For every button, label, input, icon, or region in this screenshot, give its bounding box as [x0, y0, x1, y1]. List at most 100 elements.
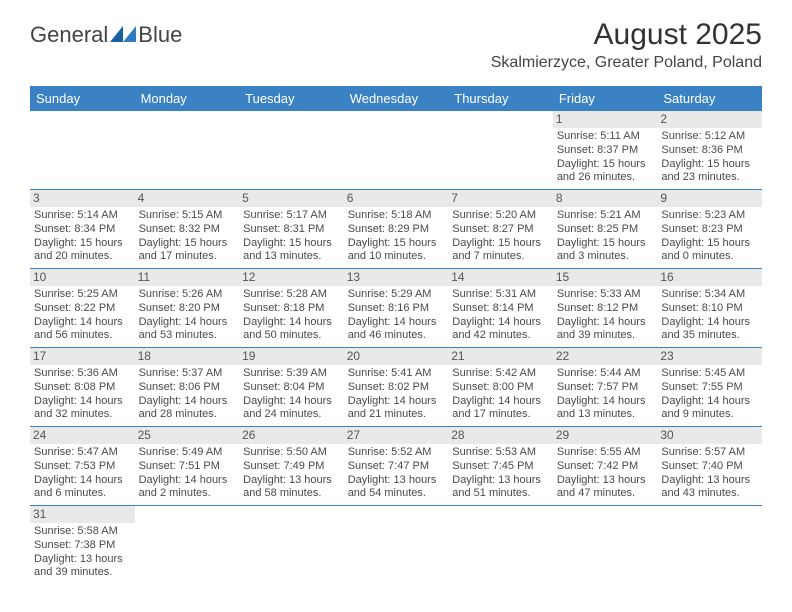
- day-info-line: Daylight: 13 hours: [34, 553, 131, 567]
- day-info-line: Sunrise: 5:17 AM: [243, 209, 340, 223]
- calendar-day-cell: 3Sunrise: 5:14 AMSunset: 8:34 PMDaylight…: [30, 190, 135, 269]
- day-info-line: Sunrise: 5:39 AM: [243, 367, 340, 381]
- day-info-line: Sunset: 8:32 PM: [139, 223, 236, 237]
- day-info-line: Sunrise: 5:41 AM: [348, 367, 445, 381]
- day-number: 10: [30, 269, 135, 286]
- day-info-line: and 51 minutes.: [452, 487, 549, 501]
- day-content: Sunrise: 5:20 AMSunset: 8:27 PMDaylight:…: [452, 209, 549, 264]
- day-info-line: Sunset: 8:22 PM: [34, 302, 131, 316]
- calendar-week-row: 10Sunrise: 5:25 AMSunset: 8:22 PMDayligh…: [30, 269, 762, 348]
- day-info-line: and 50 minutes.: [243, 329, 340, 343]
- weekday-header-row: SundayMondayTuesdayWednesdayThursdayFrid…: [30, 86, 762, 111]
- calendar-day-cell: 19 Sunrise: 5:39 AMSunset: 8:04 PMDayligh…: [239, 348, 344, 427]
- day-info-line: and 6 minutes.: [34, 487, 131, 501]
- day-number: 30: [657, 427, 762, 444]
- day-info-line: and 17 minutes.: [452, 408, 549, 422]
- day-info-line: Sunset: 8:29 PM: [348, 223, 445, 237]
- calendar-day-cell: 24Sunrise: 5:47 AMSunset: 7:53 PMDayligh…: [30, 427, 135, 506]
- day-info-line: Daylight: 14 hours: [557, 316, 654, 330]
- day-info-line: Sunset: 7:42 PM: [557, 460, 654, 474]
- day-info-line: Sunrise: 5:28 AM: [243, 288, 340, 302]
- day-number: 19: [239, 348, 344, 365]
- day-content: Sunrise: 5:42 AMSunset: 8:00 PMDaylight:…: [452, 367, 549, 422]
- day-info-line: Daylight: 15 hours: [557, 237, 654, 251]
- day-content: Sunrise: 5:14 AMSunset: 8:34 PMDaylight:…: [34, 209, 131, 264]
- day-info-line: and 17 minutes.: [139, 250, 236, 264]
- day-info-line: Daylight: 14 hours: [34, 395, 131, 409]
- day-info-line: Sunset: 8:36 PM: [661, 144, 758, 158]
- day-info-line: Sunrise: 5:20 AM: [452, 209, 549, 223]
- calendar-empty-cell: [657, 506, 762, 585]
- day-info-line: Sunrise: 5:49 AM: [139, 446, 236, 460]
- day-info-line: Sunset: 8:31 PM: [243, 223, 340, 237]
- day-content: Sunrise: 5:44 AMSunset: 7:57 PMDaylight:…: [557, 367, 654, 422]
- day-info-line: Sunset: 8:06 PM: [139, 381, 236, 395]
- day-number: 12: [239, 269, 344, 286]
- day-content: Sunrise: 5:29 AMSunset: 8:16 PMDaylight:…: [348, 288, 445, 343]
- day-content: Sunrise: 5:34 AMSunset: 8:10 PMDaylight:…: [661, 288, 758, 343]
- day-info-line: and 13 minutes.: [557, 408, 654, 422]
- day-number: 24: [30, 427, 135, 444]
- day-info-line: Sunset: 7:38 PM: [34, 539, 131, 553]
- day-info-line: Sunset: 8:27 PM: [452, 223, 549, 237]
- day-info-line: Sunset: 7:55 PM: [661, 381, 758, 395]
- day-info-line: Daylight: 14 hours: [34, 474, 131, 488]
- day-info-line: Daylight: 14 hours: [243, 395, 340, 409]
- day-info-line: Sunrise: 5:47 AM: [34, 446, 131, 460]
- day-info-line: Daylight: 14 hours: [139, 474, 236, 488]
- calendar-day-cell: 16Sunrise: 5:34 AMSunset: 8:10 PMDayligh…: [657, 269, 762, 348]
- day-info-line: Sunrise: 5:57 AM: [661, 446, 758, 460]
- logo: General Blue: [30, 22, 182, 48]
- calendar-day-cell: 10Sunrise: 5:25 AMSunset: 8:22 PMDayligh…: [30, 269, 135, 348]
- day-info-line: Sunset: 8:16 PM: [348, 302, 445, 316]
- day-info-line: and 39 minutes.: [34, 566, 131, 580]
- day-info-line: Sunset: 8:00 PM: [452, 381, 549, 395]
- calendar-empty-cell: [30, 111, 135, 190]
- day-info-line: and 2 minutes.: [139, 487, 236, 501]
- calendar-week-row: 17Sunrise: 5:36 AMSunset: 8:08 PMDayligh…: [30, 348, 762, 427]
- day-number: 21: [448, 348, 553, 365]
- day-info-line: and 0 minutes.: [661, 250, 758, 264]
- calendar-empty-cell: [344, 506, 449, 585]
- day-number: 4: [135, 190, 240, 207]
- day-content: Sunrise: 5:55 AMSunset: 7:42 PMDaylight:…: [557, 446, 654, 501]
- day-info-line: Daylight: 13 hours: [348, 474, 445, 488]
- calendar-day-cell: 29Sunrise: 5:55 AMSunset: 7:42 PMDayligh…: [553, 427, 658, 506]
- weekday-header: Saturday: [657, 86, 762, 111]
- day-content: Sunrise: 5:12 AMSunset: 8:36 PMDaylight:…: [661, 130, 758, 185]
- day-info-line: Sunset: 8:12 PM: [557, 302, 654, 316]
- calendar-table: SundayMondayTuesdayWednesdayThursdayFrid…: [30, 86, 762, 584]
- calendar-day-cell: 14Sunrise: 5:31 AMSunset: 8:14 PMDayligh…: [448, 269, 553, 348]
- day-info-line: Daylight: 15 hours: [348, 237, 445, 251]
- day-info-line: Sunrise: 5:21 AM: [557, 209, 654, 223]
- day-content: Sunrise: 5:39 AMSunset: 8:04 PMDaylight:…: [243, 367, 340, 422]
- day-number: 15: [553, 269, 658, 286]
- day-info-line: Sunset: 7:45 PM: [452, 460, 549, 474]
- day-number: 26: [239, 427, 344, 444]
- calendar-day-cell: 13Sunrise: 5:29 AMSunset: 8:16 PMDayligh…: [344, 269, 449, 348]
- day-info-line: Daylight: 14 hours: [661, 316, 758, 330]
- weekday-header: Sunday: [30, 86, 135, 111]
- day-info-line: and 24 minutes.: [243, 408, 340, 422]
- day-number: 7: [448, 190, 553, 207]
- day-info-line: and 54 minutes.: [348, 487, 445, 501]
- location-text: Skalmierzyce, Greater Poland, Poland: [491, 54, 762, 72]
- day-info-line: and 56 minutes.: [34, 329, 131, 343]
- calendar-day-cell: 20Sunrise: 5:41 AMSunset: 8:02 PMDayligh…: [344, 348, 449, 427]
- day-info-line: Sunset: 7:51 PM: [139, 460, 236, 474]
- day-info-line: and 3 minutes.: [557, 250, 654, 264]
- calendar-empty-cell: [344, 111, 449, 190]
- day-number: 8: [553, 190, 658, 207]
- calendar-day-cell: 1Sunrise: 5:11 AMSunset: 8:37 PMDaylight…: [553, 111, 658, 190]
- day-content: Sunrise: 5:15 AMSunset: 8:32 PMDaylight:…: [139, 209, 236, 264]
- day-info-line: and 20 minutes.: [34, 250, 131, 264]
- day-number: 18: [135, 348, 240, 365]
- day-info-line: Sunrise: 5:31 AM: [452, 288, 549, 302]
- day-number: 28: [448, 427, 553, 444]
- day-info-line: Sunrise: 5:33 AM: [557, 288, 654, 302]
- header: General Blue August 2025 Skalmierzyce, G…: [0, 0, 792, 80]
- day-info-line: Sunset: 7:49 PM: [243, 460, 340, 474]
- calendar-day-cell: 11Sunrise: 5:26 AMSunset: 8:20 PMDayligh…: [135, 269, 240, 348]
- logo-text-general: General: [30, 22, 108, 48]
- calendar-day-cell: 17Sunrise: 5:36 AMSunset: 8:08 PMDayligh…: [30, 348, 135, 427]
